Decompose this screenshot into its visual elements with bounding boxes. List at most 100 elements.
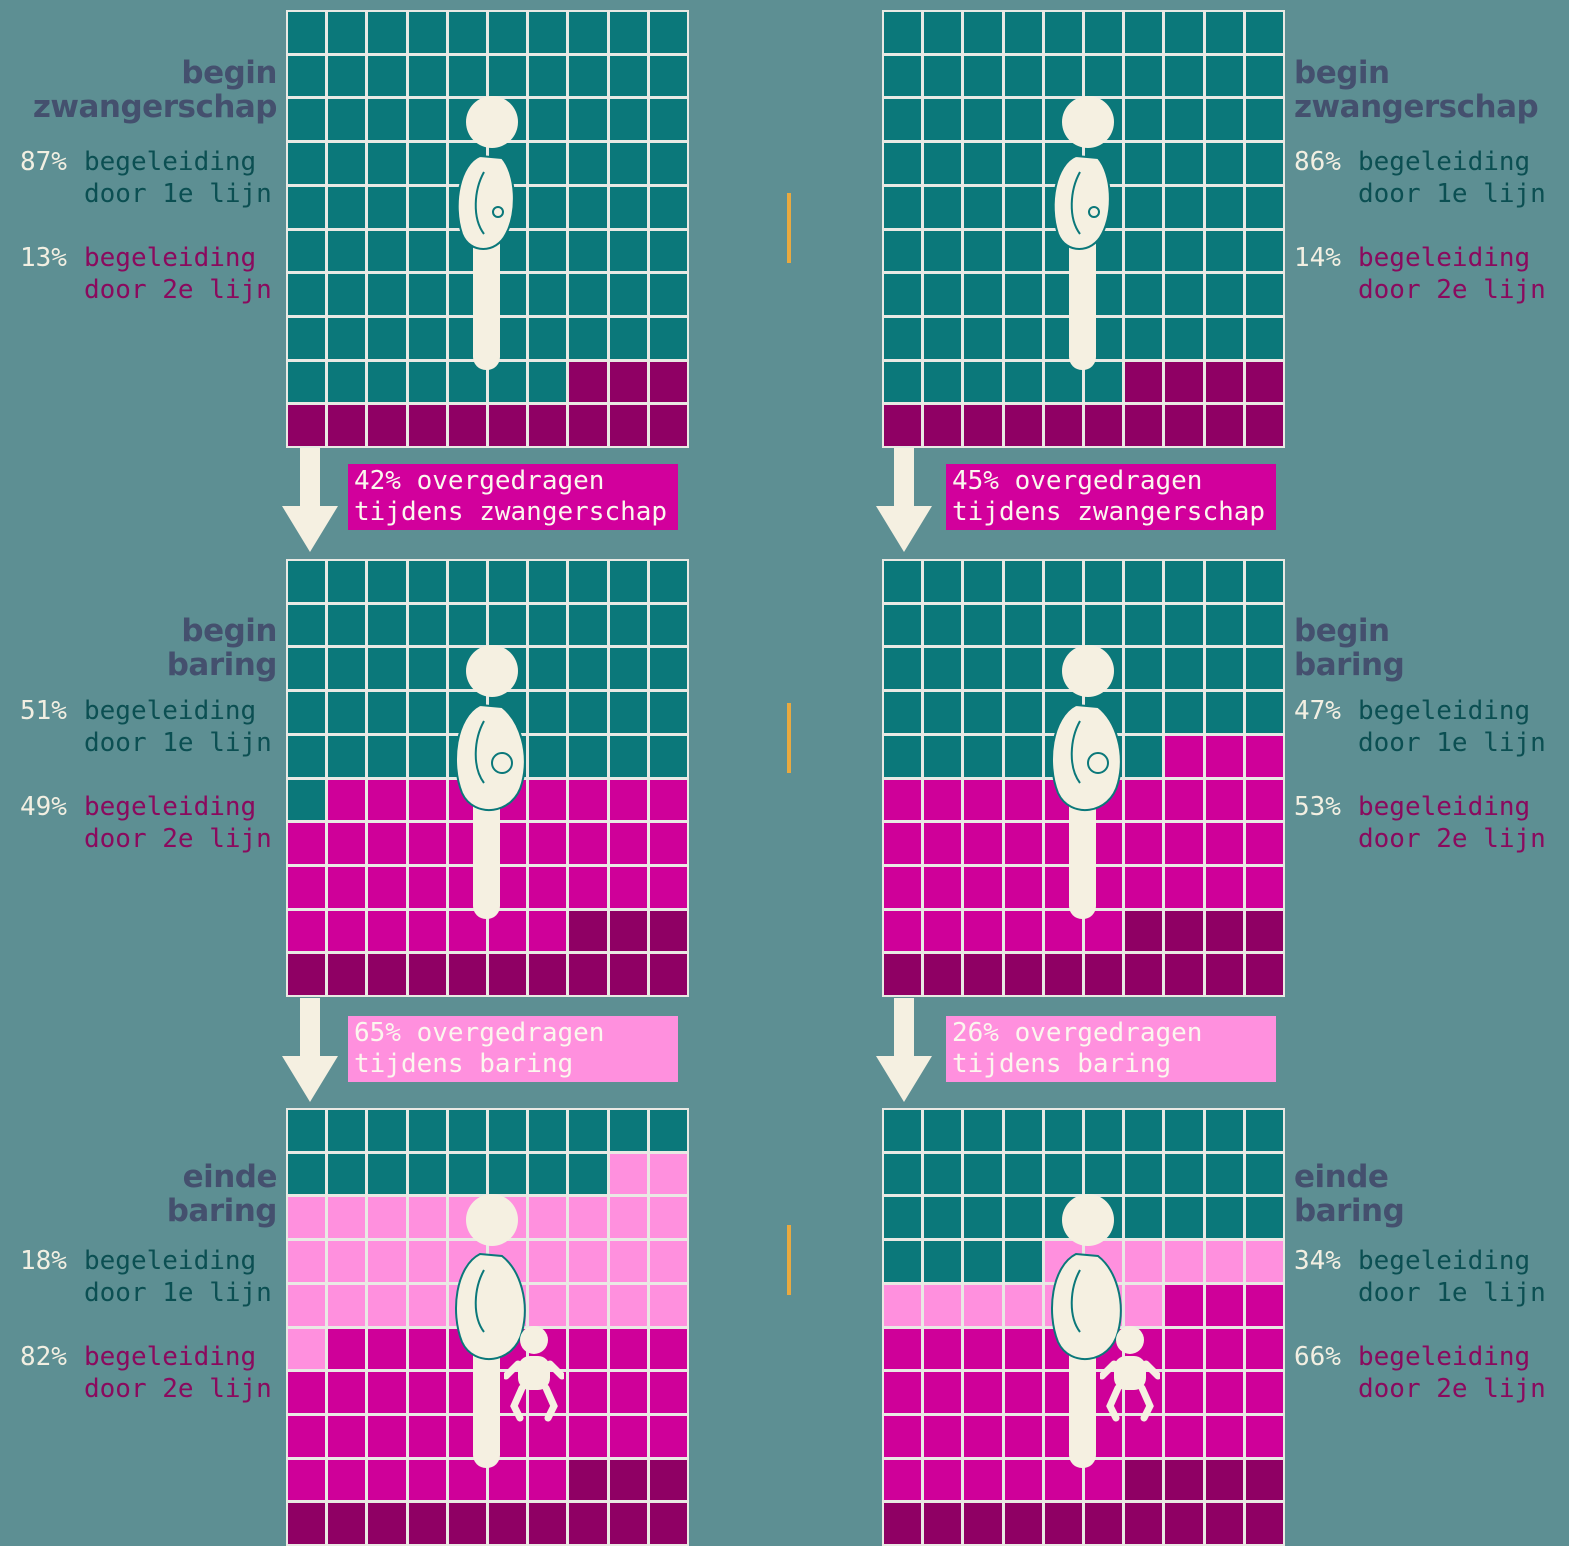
first-line-cell	[649, 735, 687, 777]
stage-title-line: baring	[1294, 647, 1405, 683]
mother-with-baby-icon	[1051, 1194, 1122, 1468]
transfer-pregnancy-cell	[328, 866, 366, 908]
transfer-pregnancy-cell	[408, 866, 446, 908]
waffle-grid	[286, 1108, 689, 1546]
transfer-pregnancy-cell	[368, 910, 406, 952]
transfer-banner: 45% overgedragen tijdens zwangerschap	[946, 464, 1276, 530]
transfer-pregnancy-cell	[1205, 735, 1243, 777]
transfer-pregnancy-cell	[569, 1328, 607, 1370]
transfer-pregnancy-cell	[924, 866, 962, 908]
percent-value: 82%	[20, 1342, 67, 1372]
transfer-pregnancy-cell	[1165, 1372, 1203, 1413]
second-line-start-cell	[609, 910, 647, 952]
first-line-cell	[288, 230, 326, 272]
first-line-cell	[1165, 1153, 1203, 1195]
first-line-cell	[529, 317, 567, 359]
first-line-cell	[1085, 55, 1123, 97]
first-line-cell	[1165, 317, 1203, 359]
transfer-pregnancy-cell	[1165, 1328, 1203, 1370]
second-line-start-cell	[529, 405, 567, 446]
first-line-cell	[448, 561, 486, 602]
transfer-pregnancy-cell	[328, 823, 366, 864]
first-line-cell	[884, 735, 922, 777]
transfer-pregnancy-cell	[328, 779, 366, 821]
transfer-pregnancy-cell	[1004, 779, 1042, 821]
percent-value: 47%	[1294, 696, 1341, 726]
first-line-cell	[328, 12, 366, 53]
second-line-start-cell	[448, 954, 486, 995]
second-line-start-cell	[649, 910, 687, 952]
first-line-cell	[1125, 1110, 1163, 1151]
transfer-pregnancy-cell	[489, 910, 527, 952]
first-line-cell	[1085, 604, 1123, 646]
second-line-start-cell	[489, 1503, 527, 1544]
first-line-cell	[489, 361, 527, 403]
first-line-cell	[529, 648, 567, 690]
first-line-cell	[1245, 143, 1283, 184]
first-line-cell	[368, 186, 406, 228]
first-line-cell	[288, 12, 326, 53]
first-line-cell	[964, 735, 1002, 777]
baby-icon	[1100, 1326, 1160, 1422]
first-line-cell	[649, 561, 687, 602]
transfer-birth-cell	[288, 1241, 326, 1282]
transfer-pregnancy-cell	[1245, 823, 1283, 864]
transfer-pregnancy-cell	[924, 1415, 962, 1457]
transfer-birth-cell	[1245, 1241, 1283, 1282]
second-line-start-cell	[649, 361, 687, 403]
first-line-cell	[924, 99, 962, 141]
first-line-cell	[328, 561, 366, 602]
first-line-cell	[964, 317, 1002, 359]
transfer-birth-cell	[609, 1284, 647, 1326]
transfer-pregnancy-cell	[609, 1415, 647, 1457]
second-line-start-cell	[884, 1503, 922, 1544]
stage-title: begin baring	[167, 614, 278, 682]
first-line-cell	[1245, 12, 1283, 53]
stage-title: begin zwangerschap	[33, 56, 278, 124]
first-line-cell	[884, 1241, 922, 1282]
first-line-cell	[884, 1153, 922, 1195]
first-line-cell	[1205, 186, 1243, 228]
first-line-cell	[489, 55, 527, 97]
transfer-pregnancy-cell	[288, 1415, 326, 1457]
first-line-cell	[288, 735, 326, 777]
first-line-cell	[1205, 12, 1243, 53]
transfer-pregnancy-cell	[368, 866, 406, 908]
transfer-pregnancy-cell	[649, 823, 687, 864]
second-line-start-cell	[1085, 1503, 1123, 1544]
transfer-birth-cell	[1125, 1241, 1163, 1282]
transfer-pregnancy-cell	[884, 1459, 922, 1501]
second-line-start-cell	[328, 405, 366, 446]
second-line-start-cell	[1044, 405, 1082, 446]
first-line-cell	[569, 735, 607, 777]
transfer-pregnancy-cell	[924, 1328, 962, 1370]
first-line-cell	[368, 648, 406, 690]
first-line-cell	[448, 1153, 486, 1195]
first-line-cell	[489, 561, 527, 602]
first-line-cell	[1004, 1153, 1042, 1195]
second-line-start-cell	[328, 1503, 366, 1544]
transfer-pregnancy-cell	[1125, 1415, 1163, 1457]
first-line-cell	[408, 1153, 446, 1195]
second-line-start-cell	[1165, 361, 1203, 403]
first-line-cell	[448, 604, 486, 646]
first-line-cell	[408, 604, 446, 646]
transfer-birth-cell	[408, 1197, 446, 1239]
second-line-start-cell	[609, 1459, 647, 1501]
first-line-cell	[1165, 692, 1203, 733]
transfer-pregnancy-cell	[1165, 866, 1203, 908]
first-line-cell	[964, 55, 1002, 97]
first-line-cell	[288, 1153, 326, 1195]
panel-divider	[787, 193, 791, 263]
transfer-pregnancy-cell	[1004, 1459, 1042, 1501]
transfer-pregnancy-cell	[1245, 779, 1283, 821]
first-line-cell	[368, 99, 406, 141]
second-line-start-cell	[408, 1503, 446, 1544]
transfer-pregnancy-cell	[964, 910, 1002, 952]
transfer-pregnancy-cell	[529, 1415, 567, 1457]
second-line-start-cell	[964, 405, 1002, 446]
transfer-pregnancy-cell	[924, 779, 962, 821]
first-line-cell	[964, 186, 1002, 228]
first-line-cell	[328, 1110, 366, 1151]
first-line-cell	[649, 186, 687, 228]
